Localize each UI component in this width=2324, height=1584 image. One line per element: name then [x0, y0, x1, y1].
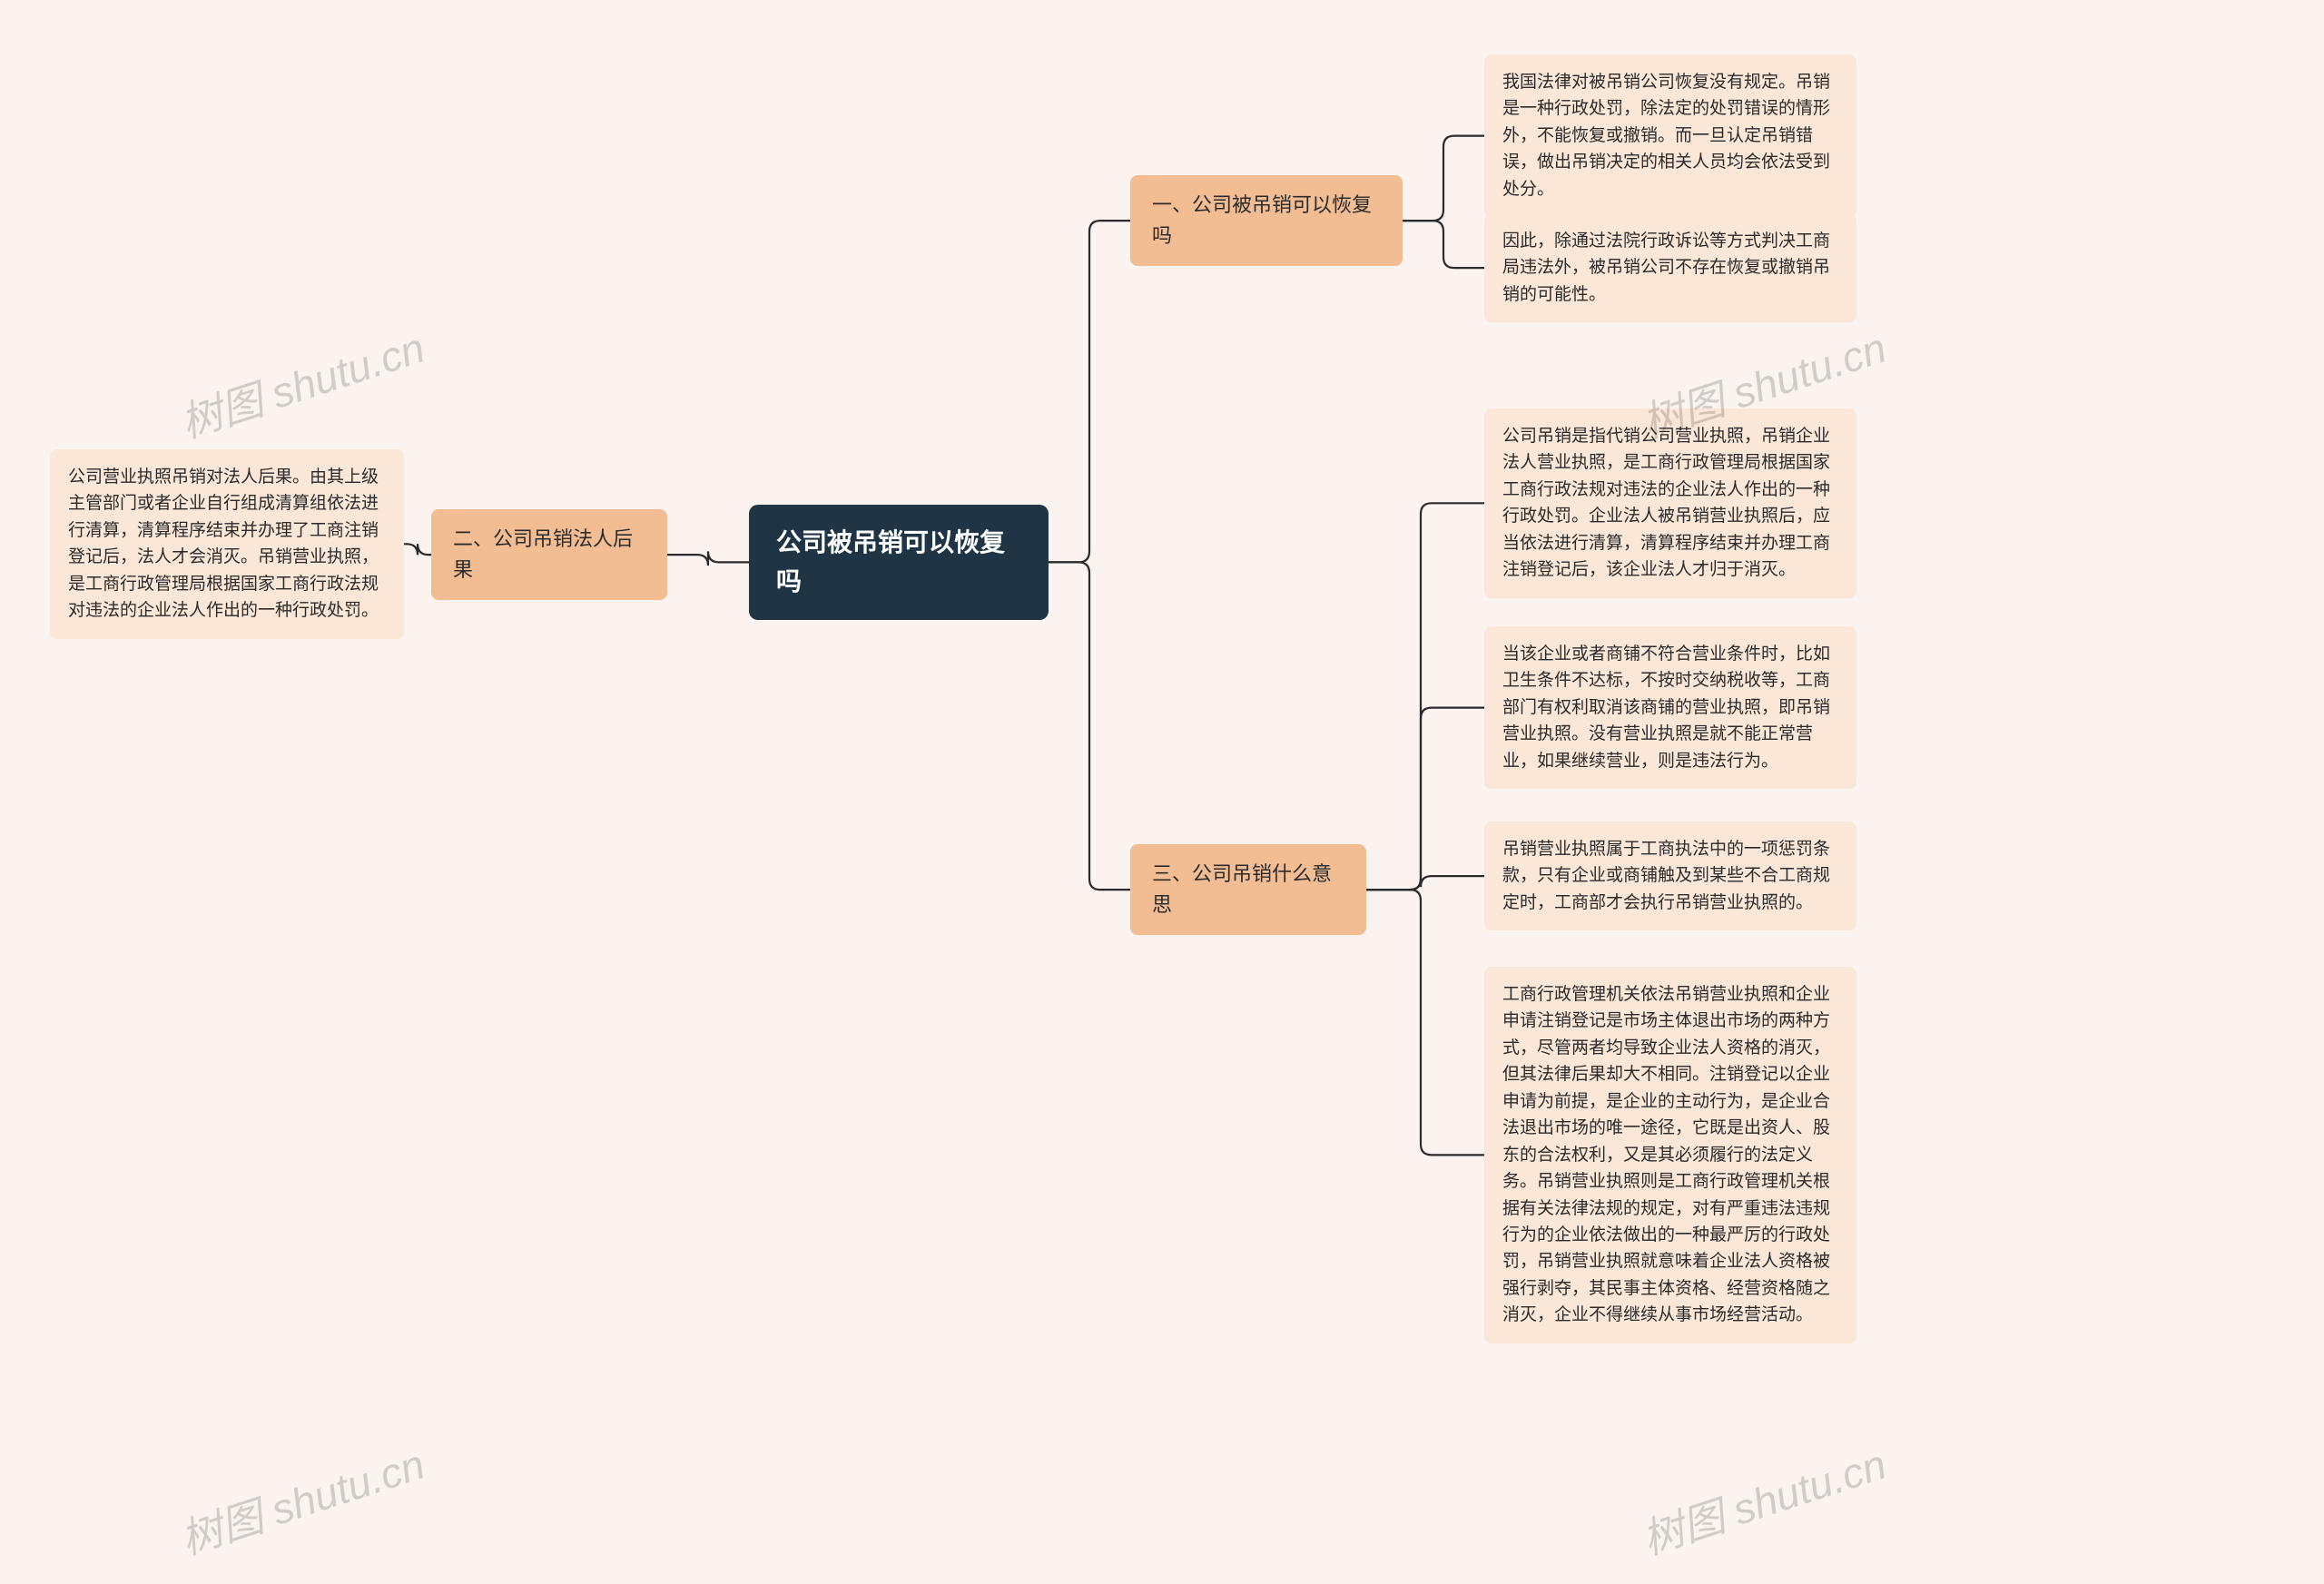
branch-1-label: 一、公司被吊销可以恢复吗 — [1152, 193, 1372, 247]
root-label: 公司被吊销可以恢复吗 — [776, 528, 1005, 595]
root-node[interactable]: 公司被吊销可以恢复吗 — [749, 505, 1049, 620]
branch-node-1[interactable]: 一、公司被吊销可以恢复吗 — [1130, 175, 1403, 266]
leaf-3-1-text: 公司吊销是指代销公司营业执照，吊销企业法人营业执照，是工商行政管理局根据国家工商… — [1502, 427, 1830, 579]
leaf-1-2-text: 因此，除通过法院行政诉讼等方式判决工商局违法外，被吊销公司不存在恢复或撤销吊销的… — [1502, 231, 1830, 304]
leaf-1-1-text: 我国法律对被吊销公司恢复没有规定。吊销是一种行政处罚，除法定的处罚错误的情形外，… — [1502, 73, 1830, 199]
leaf-node-2-1[interactable]: 公司营业执照吊销对法人后果。由其上级主管部门或者企业自行组成清算组依法进行清算，… — [50, 449, 404, 639]
leaf-node-3-4[interactable]: 工商行政管理机关依法吊销营业执照和企业申请注销登记是市场主体退出市场的两种方式，… — [1484, 967, 1856, 1343]
branch-node-3[interactable]: 三、公司吊销什么意思 — [1130, 844, 1366, 935]
leaf-node-3-3[interactable]: 吊销营业执照属于工商执法中的一项惩罚条款，只有企业或商铺触及到某些不合工商规定时… — [1484, 822, 1856, 930]
branch-3-label: 三、公司吊销什么意思 — [1152, 862, 1332, 916]
leaf-3-3-text: 吊销营业执照属于工商执法中的一项惩罚条款，只有企业或商铺触及到某些不合工商规定时… — [1502, 840, 1830, 912]
leaf-3-4-text: 工商行政管理机关依法吊销营业执照和企业申请注销登记是市场主体退出市场的两种方式，… — [1502, 985, 1830, 1324]
leaf-3-2-text: 当该企业或者商铺不符合营业条件时，比如卫生条件不达标，不按时交纳税收等，工商部门… — [1502, 644, 1830, 771]
leaf-node-1-1[interactable]: 我国法律对被吊销公司恢复没有规定。吊销是一种行政处罚，除法定的处罚错误的情形外，… — [1484, 54, 1856, 217]
leaf-node-3-1[interactable]: 公司吊销是指代销公司营业执照，吊销企业法人营业执照，是工商行政管理局根据国家工商… — [1484, 408, 1856, 598]
leaf-node-3-2[interactable]: 当该企业或者商铺不符合营业条件时，比如卫生条件不达标，不按时交纳税收等，工商部门… — [1484, 626, 1856, 789]
leaf-node-1-2[interactable]: 因此，除通过法院行政诉讼等方式判决工商局违法外，被吊销公司不存在恢复或撤销吊销的… — [1484, 213, 1856, 322]
branch-node-2[interactable]: 二、公司吊销法人后果 — [431, 509, 667, 600]
branch-2-label: 二、公司吊销法人后果 — [453, 527, 633, 581]
leaf-2-1-text: 公司营业执照吊销对法人后果。由其上级主管部门或者企业自行组成清算组依法进行清算，… — [68, 467, 379, 620]
